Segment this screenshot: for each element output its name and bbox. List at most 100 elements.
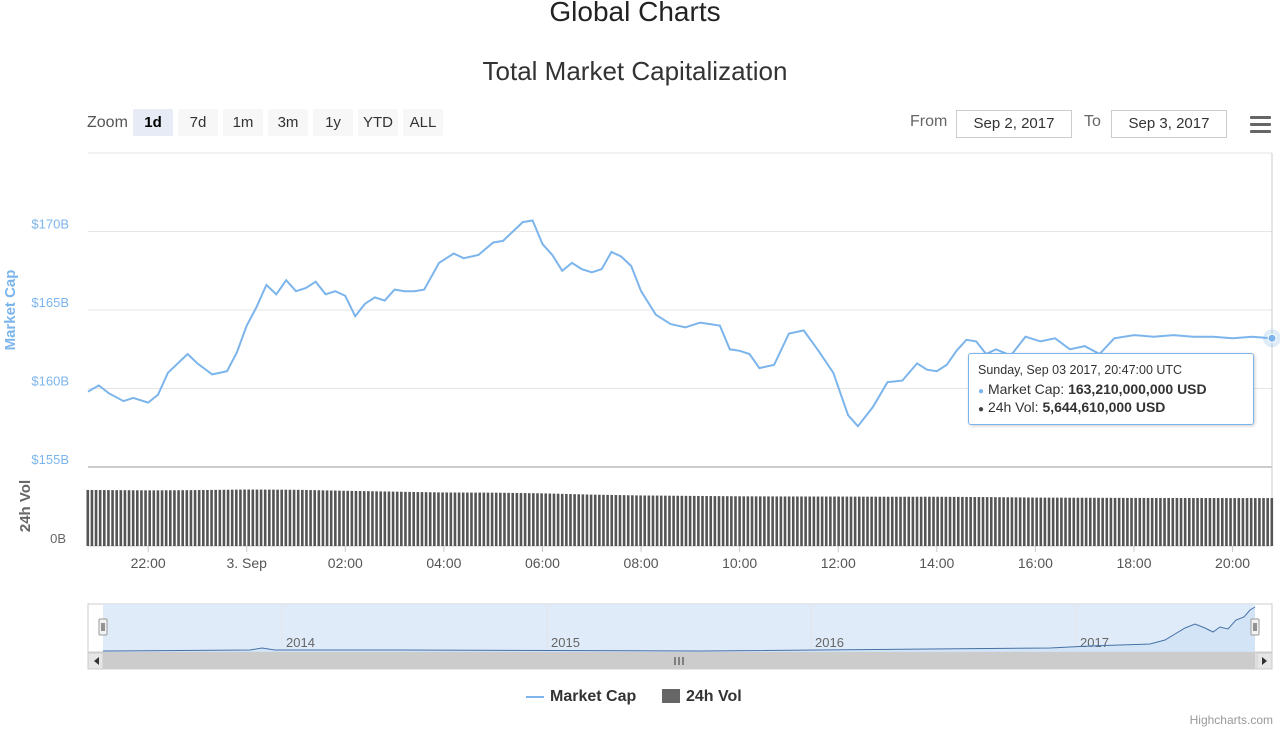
- volume-bar: [400, 491, 403, 546]
- volume-bar: [1126, 497, 1129, 546]
- volume-bar: [1047, 497, 1051, 546]
- volume-bar: [511, 492, 515, 546]
- volume-bar: [433, 492, 436, 546]
- tooltip: Sunday, Sep 03 2017, 20:47:00 UTC ● Mark…: [968, 353, 1254, 425]
- volume-bar: [523, 493, 527, 546]
- volume-bar: [647, 495, 651, 546]
- volume-bar: [1006, 497, 1010, 546]
- volume-bar: [1225, 498, 1228, 546]
- volume-bar: [701, 495, 704, 546]
- x-tick-label: 10:00: [722, 555, 757, 571]
- volume-bar: [515, 492, 519, 546]
- volume-bar: [1060, 497, 1063, 546]
- volume-bar: [664, 495, 667, 546]
- volume-bar: [499, 492, 502, 546]
- volume-bar: [193, 490, 197, 546]
- volume-bar: [610, 494, 614, 546]
- volume-bar: [1270, 498, 1274, 546]
- zoom-all-button[interactable]: ALL: [403, 109, 443, 136]
- zoom-ytd-button[interactable]: YTD: [358, 109, 398, 136]
- volume-bar: [1142, 497, 1146, 546]
- volume-bar: [1014, 497, 1018, 546]
- volume-bar: [321, 490, 325, 546]
- zoom-1m-button[interactable]: 1m: [223, 109, 263, 136]
- volume-bar: [1245, 498, 1249, 546]
- volume-bar: [1233, 498, 1236, 546]
- y-axis-title-market-cap: Market Cap: [2, 270, 19, 351]
- volume-bar: [911, 496, 915, 546]
- volume-bar: [206, 489, 209, 546]
- navigator-right-handle[interactable]: [1250, 618, 1260, 636]
- legend-24h-vol[interactable]: 24h Vol: [662, 688, 742, 706]
- volume-bar: [808, 496, 812, 546]
- volume-bar: [441, 492, 444, 546]
- volume-bar: [379, 491, 383, 546]
- scrollbar-right-arrow-icon[interactable]: [1256, 652, 1273, 670]
- volume-bar: [1204, 498, 1208, 546]
- volume-bar: [1093, 497, 1096, 546]
- volume-bar: [214, 489, 217, 546]
- axes: $155B $160B $165B $170B Market Cap 24h Vol 0B 2…: [2, 217, 1280, 571]
- zoom-3m-button[interactable]: 3m: [268, 109, 308, 136]
- volume-bar: [932, 496, 935, 546]
- volume-bar: [251, 489, 255, 546]
- volume-bar: [758, 496, 762, 546]
- volume-bar: [668, 495, 671, 546]
- y-axis-title-volume: 24h Vol: [17, 480, 34, 532]
- volume-bar: [1031, 497, 1034, 546]
- volume-bar: [94, 489, 98, 546]
- zoom-1y-button[interactable]: 1y: [313, 109, 353, 136]
- volume-bar: [375, 491, 378, 546]
- tooltip-market-cap-value: 163,210,000,000 USD: [1068, 381, 1207, 397]
- volume-bar: [334, 490, 337, 546]
- legend-market-cap[interactable]: Market Cap: [526, 688, 636, 706]
- from-date-input[interactable]: Sep 2, 2017: [956, 110, 1072, 138]
- volume-bar: [1035, 497, 1038, 546]
- zoom-7d-button[interactable]: 7d: [178, 109, 218, 136]
- volume-bar: [1249, 498, 1253, 546]
- volume-bar: [1027, 497, 1030, 546]
- volume-bar: [738, 496, 741, 546]
- volume-bar: [643, 495, 647, 546]
- volume-bar: [1043, 497, 1047, 546]
- volume-bar: [763, 496, 766, 546]
- volume-bar: [474, 492, 477, 546]
- volume-bar: [486, 492, 490, 546]
- volume-bar: [412, 491, 416, 546]
- volume-bar: [1192, 498, 1195, 546]
- volume-bar: [746, 496, 750, 546]
- volume-bar: [482, 492, 486, 546]
- volume-bar: [255, 489, 259, 546]
- volume-bar: [276, 489, 279, 546]
- scrollbar-left-arrow-icon[interactable]: [87, 652, 104, 670]
- volume-bar: [292, 489, 296, 546]
- volume-bar: [635, 495, 638, 546]
- tooltip-vol-label: 24h Vol:: [987, 399, 1043, 415]
- to-date-input[interactable]: Sep 3, 2017: [1111, 110, 1227, 138]
- navigator-left-handle[interactable]: [98, 618, 108, 636]
- volume-bar: [961, 496, 964, 546]
- volume-bar: [494, 492, 498, 546]
- volume-bar: [800, 496, 803, 546]
- volume-bar: [598, 494, 601, 546]
- volume-bar: [222, 489, 226, 546]
- volume-bar: [721, 496, 725, 546]
- volume-bar: [940, 496, 944, 546]
- volume-bar: [164, 490, 168, 546]
- volume-bar: [1208, 498, 1212, 546]
- highcharts-credits-link[interactable]: Highcharts.com: [1189, 713, 1273, 727]
- zoom-1d-button[interactable]: 1d: [133, 109, 173, 136]
- volume-bar: [977, 497, 981, 546]
- volume-bar: [581, 494, 585, 546]
- x-tick-label: 08:00: [624, 555, 659, 571]
- volume-bar: [697, 495, 700, 546]
- handle-body: [98, 618, 108, 636]
- x-tick-label: 04:00: [426, 555, 461, 571]
- volume-bar: [202, 490, 205, 546]
- hamburger-menu-icon[interactable]: [1250, 116, 1271, 134]
- volume-bar: [734, 496, 737, 546]
- volume-bar: [565, 493, 568, 546]
- volume-bar: [1101, 497, 1104, 546]
- volume-bar: [1262, 498, 1265, 546]
- volume-bar: [1154, 497, 1158, 546]
